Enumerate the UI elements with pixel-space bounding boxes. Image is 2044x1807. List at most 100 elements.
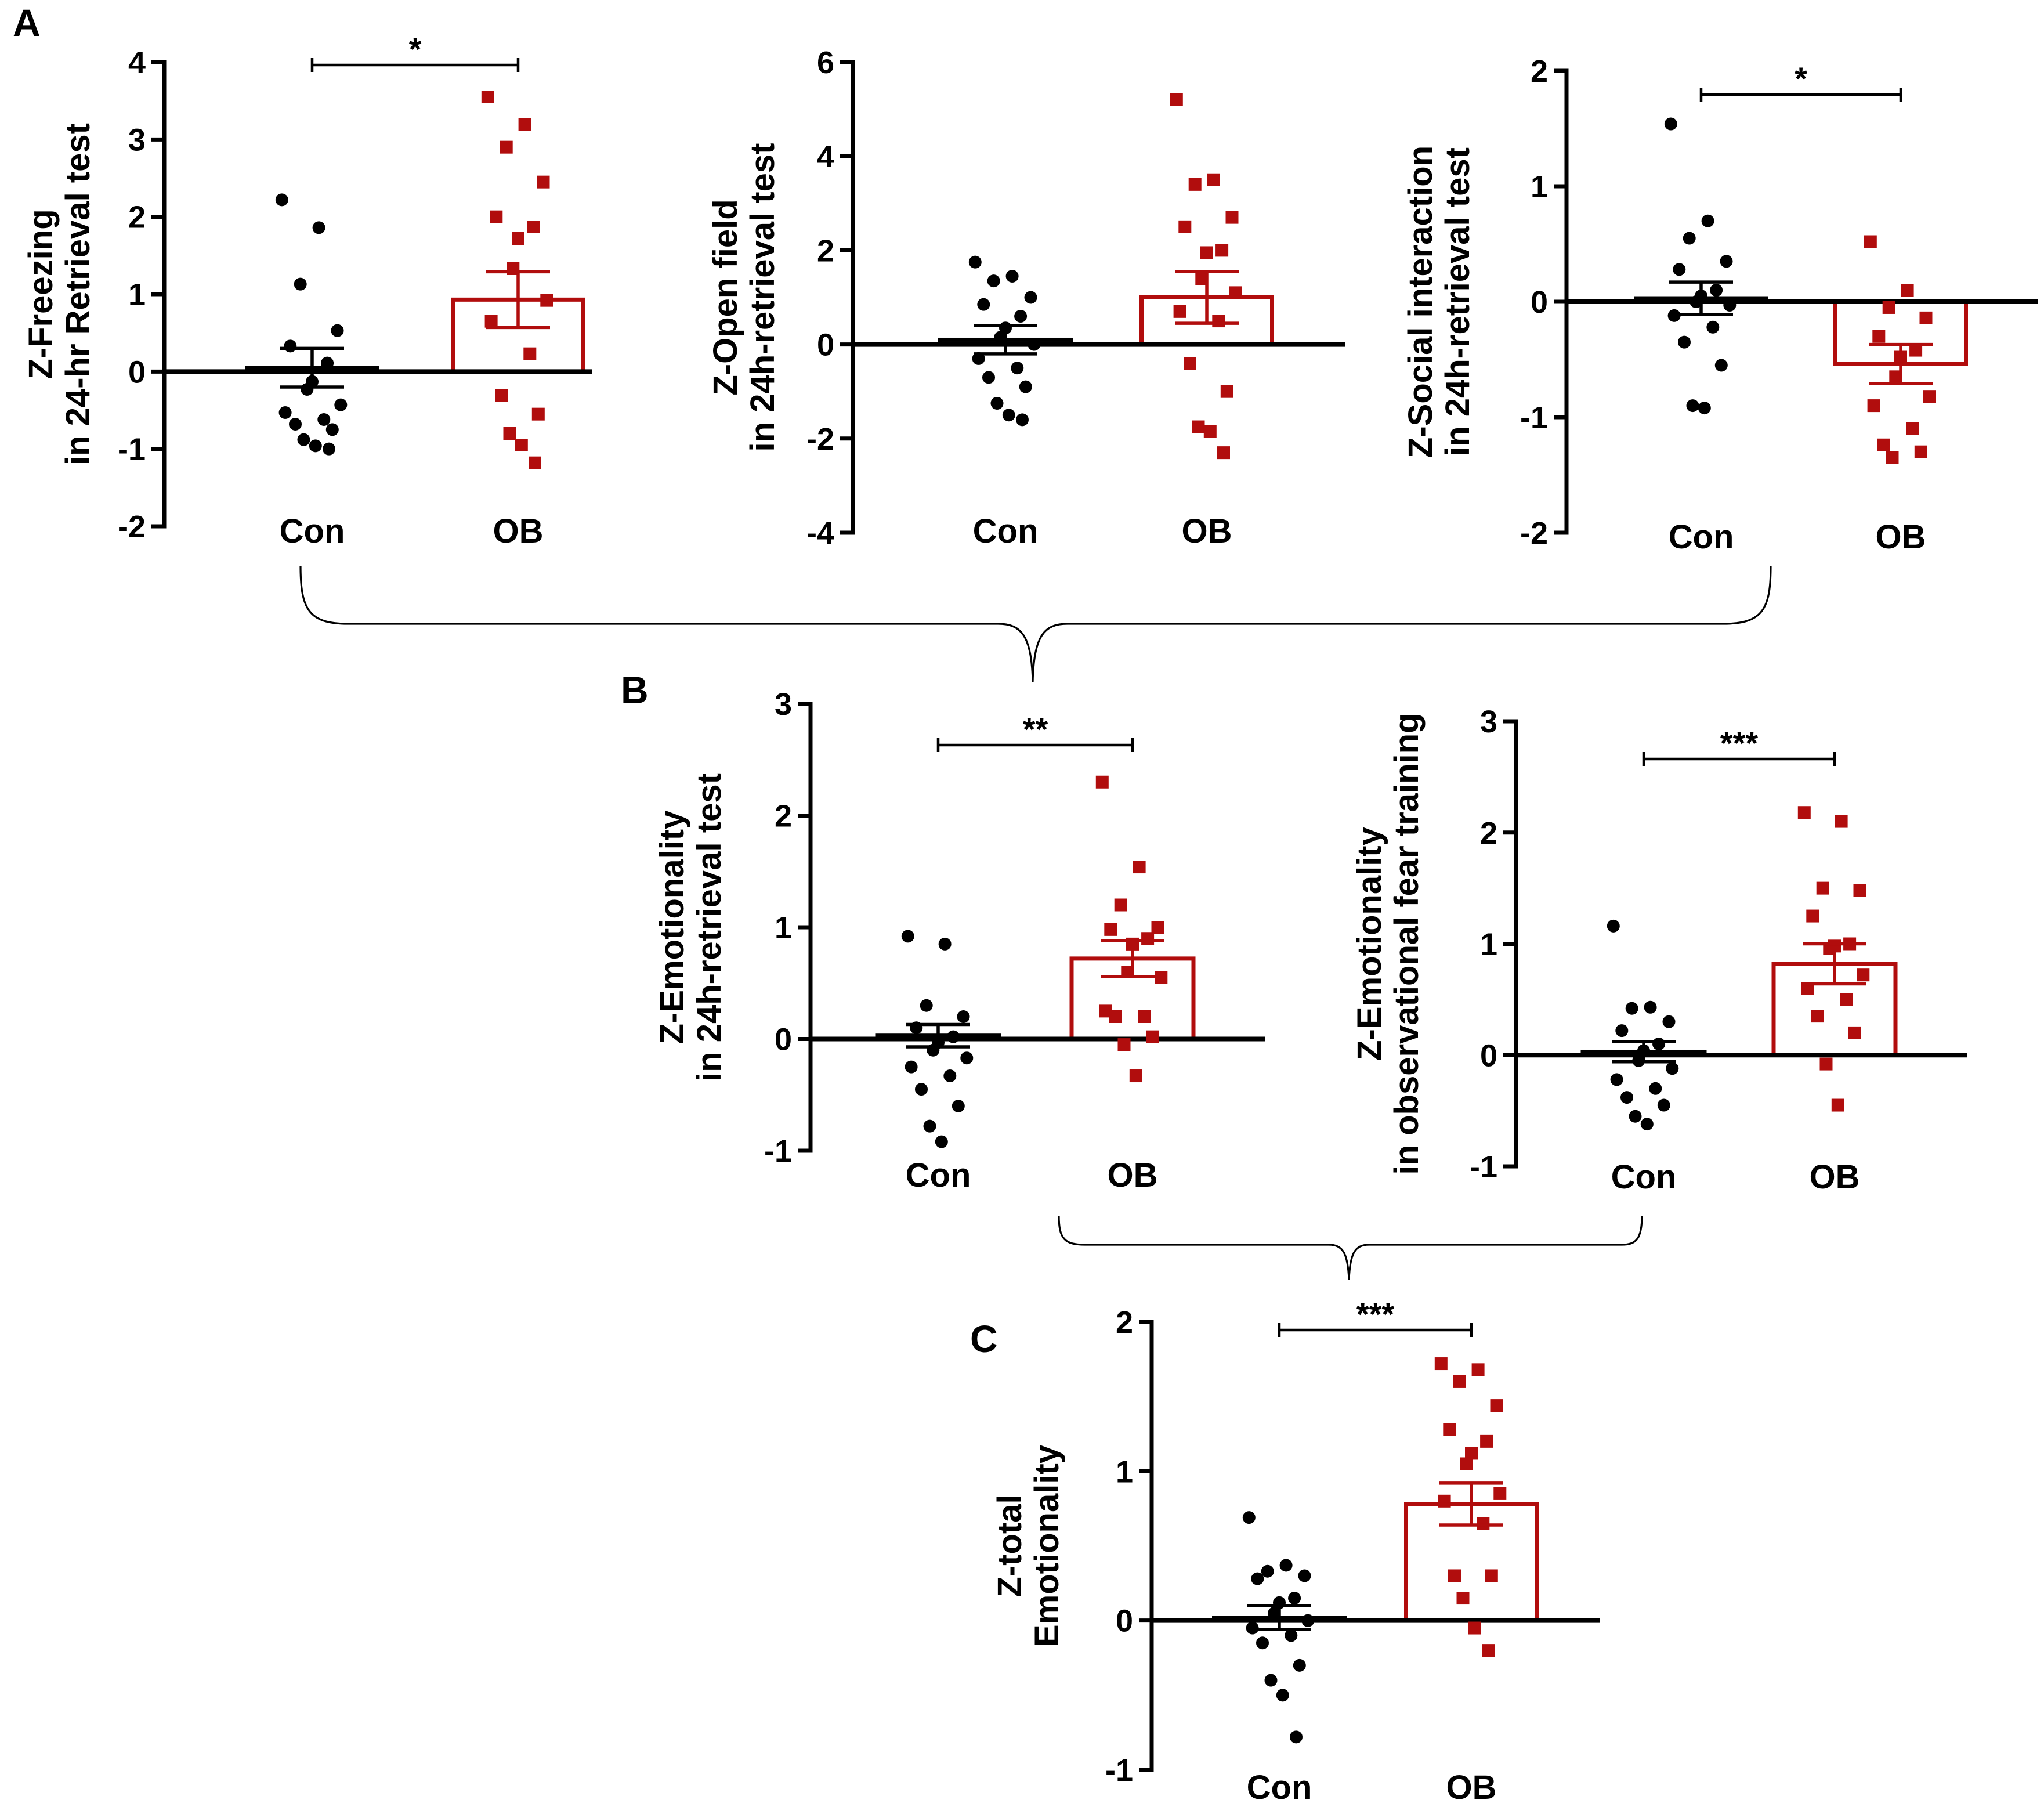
y-tick-label: -1	[1520, 400, 1548, 435]
data-point-con	[1276, 1689, 1289, 1702]
data-point-con	[1285, 1629, 1298, 1642]
data-point-con	[920, 999, 933, 1012]
data-point-ob	[1453, 1375, 1466, 1388]
chart-z-total-emotionality: 2 1 0 -1 Z-total Emotionality Con OB ***	[991, 1296, 1600, 1806]
data-point-con	[1264, 1674, 1278, 1687]
data-point-ob	[515, 439, 528, 451]
data-point-con	[982, 371, 995, 384]
y-tick-label: 3	[128, 122, 146, 157]
category-label-con: Con	[1247, 1769, 1312, 1806]
data-point-con	[1293, 1658, 1306, 1672]
significance-bracket	[1642, 752, 1836, 766]
data-point-con	[325, 423, 339, 436]
data-point-con	[284, 339, 297, 353]
y-tick-label: -1	[764, 1134, 792, 1169]
data-point-ob	[1212, 315, 1225, 328]
data-point-ob	[1848, 1026, 1861, 1039]
y-axis-label: Z-Open field	[707, 199, 744, 395]
data-point-con	[1666, 1062, 1679, 1075]
data-point-ob	[1095, 775, 1109, 789]
data-point-ob	[1200, 246, 1213, 259]
brace-b-to-c	[1058, 1215, 1643, 1280]
y-tick-label: -2	[118, 509, 146, 544]
data-point-con	[923, 1119, 936, 1133]
significance-bracket	[310, 58, 520, 72]
data-point-con	[278, 406, 292, 419]
y-axis-label: Z-Emotionality	[653, 811, 691, 1045]
y-tick-label: 0	[1531, 285, 1548, 320]
data-point-ob	[1819, 1057, 1833, 1071]
data-point-ob	[1914, 445, 1927, 458]
data-point-con	[275, 193, 288, 207]
data-point-ob	[529, 456, 541, 469]
data-point-con	[312, 221, 325, 234]
category-label-con: Con	[973, 512, 1039, 550]
data-point-ob	[1816, 881, 1829, 895]
data-point-ob	[1490, 1399, 1503, 1412]
data-point-con	[1720, 255, 1733, 268]
data-point-ob	[1188, 178, 1202, 191]
data-point-con	[1640, 1118, 1654, 1131]
data-point-ob	[1220, 385, 1233, 398]
y-axis-label: in 24-hr Retrieval test	[59, 123, 97, 465]
chart-z-freezing: 4 3 2 1 0 -1 -2 Z-Freezing in 24-hr Retrieval te…	[22, 31, 592, 550]
data-point-con	[1607, 919, 1620, 933]
data-point-ob	[537, 175, 550, 189]
significance-marker: *	[1795, 60, 1807, 97]
data-point-ob	[1797, 806, 1811, 819]
data-point-ob	[1482, 1644, 1495, 1657]
category-label-ob: OB	[1108, 1157, 1158, 1194]
data-point-ob	[495, 389, 508, 402]
category-label-ob: OB	[493, 512, 544, 550]
y-tick-label: 3	[1480, 704, 1497, 739]
y-axis-label: in 24h-retrieval test	[744, 143, 782, 452]
y-tick-label: 0	[1480, 1038, 1497, 1073]
data-point-con	[915, 1083, 928, 1096]
y-tick-label: 2	[1116, 1305, 1133, 1340]
y-axis-label: Z-Freezing	[22, 209, 60, 379]
data-point-con	[1629, 1110, 1642, 1123]
y-tick-label: 2	[1480, 816, 1497, 851]
data-point-ob	[1919, 311, 1933, 324]
y-axis-label: Z-Social interaction	[1402, 146, 1439, 458]
data-point-ob	[1889, 370, 1902, 384]
y-tick-label: -1	[1105, 1753, 1133, 1788]
data-point-con	[1710, 284, 1723, 297]
data-point-con	[957, 1010, 970, 1023]
data-point-con	[1698, 402, 1711, 415]
y-tick-label: 2	[1531, 54, 1548, 89]
data-point-con	[1683, 232, 1696, 245]
data-point-ob	[1465, 1447, 1478, 1460]
data-point-ob	[1485, 1569, 1498, 1582]
data-point-ob	[1835, 815, 1848, 828]
chart-z-emotionality-retrieval: 3 2 1 0 -1 Z-Emotionality in 24h-retrieval tes…	[653, 687, 1265, 1194]
data-point-ob	[1151, 921, 1164, 934]
data-point-ob	[1099, 1004, 1112, 1018]
brace-a-to-b	[299, 565, 1772, 682]
data-point-con	[990, 396, 1004, 410]
data-point-ob	[1840, 993, 1853, 1006]
data-point-con	[1298, 1569, 1311, 1582]
data-point-ob	[1129, 1069, 1142, 1083]
data-point-con	[1610, 1073, 1623, 1086]
data-point-con	[1002, 409, 1015, 422]
y-tick-label: 0	[1116, 1604, 1133, 1639]
data-point-con	[1242, 1511, 1256, 1524]
y-tick-label: -1	[118, 432, 146, 467]
data-point-ob	[1857, 968, 1870, 982]
chart-z-open-field: 6 4 2 0 -2 -4 Z-Open field in 24h-retrieval tes…	[707, 45, 1345, 551]
y-tick-label: 1	[1480, 927, 1497, 962]
data-point-ob	[1448, 1569, 1461, 1582]
data-point-ob	[1831, 1098, 1844, 1112]
data-point-con	[1256, 1636, 1269, 1650]
data-point-con	[317, 413, 331, 426]
data-point-con	[1706, 320, 1720, 334]
data-point-ob	[1104, 923, 1117, 936]
data-point-con	[1005, 270, 1019, 283]
data-point-con	[901, 930, 914, 943]
data-point-ob	[1434, 1357, 1448, 1371]
y-tick-label: 4	[128, 45, 146, 80]
data-point-ob	[1906, 422, 1919, 435]
data-point-ob	[1471, 1363, 1485, 1376]
data-point-ob	[1923, 390, 1936, 403]
